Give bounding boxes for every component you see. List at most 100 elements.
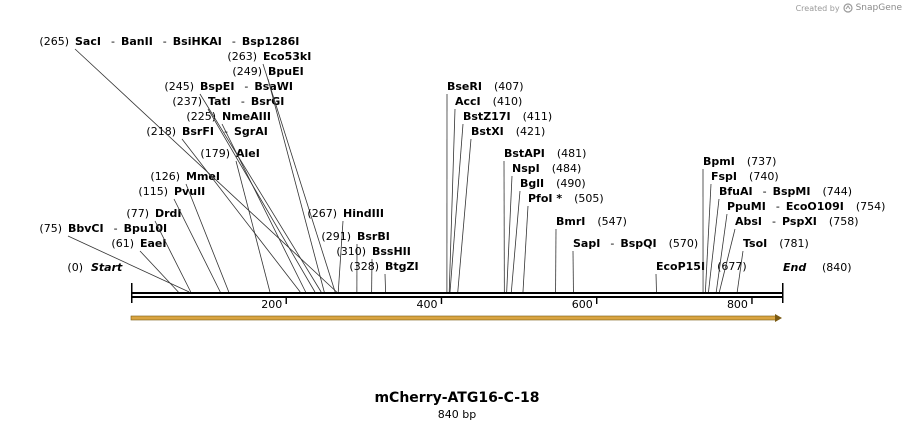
enzyme-name-label: PvuII — [174, 185, 205, 198]
snapgene-logo-icon — [842, 3, 853, 13]
axis-tick-label: 600 — [572, 298, 593, 311]
enzyme-name-label: BmrI — [556, 215, 585, 228]
enzyme-name-label: BspMI — [773, 185, 811, 198]
site-connector-line — [181, 138, 301, 293]
enzyme-name-label: AleI — [236, 147, 260, 160]
start-label: Start — [91, 261, 123, 274]
axis-tick — [285, 298, 287, 304]
site-connector-line — [506, 175, 513, 293]
feature-arrow-body — [130, 315, 778, 321]
enzyme-name-label: DrdI — [155, 207, 182, 220]
site-position-label: (421) — [516, 125, 546, 138]
map-length: 840 bp — [437, 408, 477, 421]
site-position-label: (218) — [146, 125, 176, 138]
enzyme-name-label: BbvCI — [68, 222, 104, 235]
site-position-label: (740) — [749, 170, 779, 183]
enzyme-name-label: NspI — [512, 162, 540, 175]
enzyme-name-label: MmeI — [186, 170, 220, 183]
enzyme-name-label: BseRI — [447, 80, 482, 93]
site-connector-line — [448, 108, 456, 293]
end-position-label: (840) — [822, 261, 852, 274]
map-title: mCherry-ATG16-C-18 — [374, 390, 540, 406]
enzyme-name-label: EcoP15I — [656, 260, 705, 273]
snapgene-credit: Created by SnapGene — [796, 3, 902, 13]
name-separator: - — [111, 35, 115, 48]
name-separator: - — [163, 35, 167, 48]
site-connector-line — [139, 250, 179, 293]
enzyme-name-label: TsoI — [743, 237, 767, 250]
start-end-cap — [131, 283, 133, 303]
site-connector-line — [173, 198, 221, 293]
site-connector-line — [718, 228, 736, 293]
axis-tick-label: 800 — [727, 298, 748, 311]
site-connector-line — [267, 78, 325, 293]
name-separator: - — [763, 185, 767, 198]
enzyme-name-label: AbsI — [735, 215, 762, 228]
site-connector-line — [708, 198, 720, 293]
enzyme-name-label: BssHII — [372, 245, 411, 258]
enzyme-name-label: TatI — [208, 95, 231, 108]
axis-tick-label: 400 — [416, 298, 437, 311]
enzyme-name-label: BpuEI — [268, 65, 304, 78]
site-position-label: (267) — [307, 207, 337, 220]
site-connector-line — [185, 183, 230, 293]
site-position-label: (328) — [349, 260, 379, 273]
site-connector-line — [736, 250, 744, 293]
site-connector-line — [510, 190, 521, 293]
site-position-label: (407) — [494, 80, 524, 93]
end-label: End — [783, 261, 806, 274]
site-position-label: (245) — [164, 80, 194, 93]
name-separator: - — [610, 237, 614, 250]
start-position-label: (0) — [67, 261, 83, 274]
site-position-label: (744) — [822, 185, 852, 198]
site-position-label: (75) — [39, 222, 62, 235]
site-position-label: (781) — [779, 237, 809, 250]
axis-tick — [751, 298, 753, 304]
site-position-label: (737) — [747, 155, 777, 168]
enzyme-name-label: BstXI — [471, 125, 504, 138]
end-cap — [782, 283, 784, 303]
enzyme-name-label: BstAPI — [504, 147, 545, 160]
site-connector-line — [704, 183, 712, 293]
site-position-label: (265) — [39, 35, 69, 48]
name-separator: - — [232, 35, 236, 48]
site-position-label: (410) — [493, 95, 523, 108]
enzyme-name-label: BfuAI — [719, 185, 753, 198]
enzyme-name-label: BanII — [121, 35, 153, 48]
enzyme-name-label: SapI — [573, 237, 600, 250]
site-position-label: (115) — [138, 185, 168, 198]
backbone-line-bottom — [131, 296, 783, 298]
site-position-label: (126) — [150, 170, 180, 183]
enzyme-name-label: SgrAI — [234, 125, 268, 138]
site-connector-line — [154, 220, 192, 293]
site-connector-line — [384, 273, 386, 293]
name-separator: - — [241, 95, 245, 108]
axis-tick-label: 200 — [261, 298, 282, 311]
site-position-label: (225) — [186, 110, 216, 123]
enzyme-name-label: PspXI — [782, 215, 817, 228]
site-position-label: (237) — [172, 95, 202, 108]
name-separator: - — [244, 80, 248, 93]
site-position-label: (249) — [232, 65, 262, 78]
site-connector-line — [199, 93, 322, 293]
site-connector-line — [262, 63, 336, 293]
site-position-label: (490) — [556, 177, 586, 190]
enzyme-name-label: EaeI — [140, 237, 167, 250]
backbone-line-top — [131, 292, 783, 294]
site-position-label: (758) — [829, 215, 859, 228]
enzyme-name-label: BspEI — [200, 80, 234, 93]
site-connector-line — [715, 213, 728, 293]
site-position-label: (77) — [126, 207, 149, 220]
enzyme-name-label: EcoO109I — [786, 200, 844, 213]
enzyme-name-label: PpuMI — [727, 200, 766, 213]
site-position-label: (179) — [200, 147, 230, 160]
site-connector-line — [457, 138, 472, 293]
site-connector-line — [207, 108, 316, 293]
axis-tick — [440, 298, 443, 304]
enzyme-name-label: BsrFI — [182, 125, 214, 138]
credit-brand: SnapGene — [855, 3, 902, 13]
site-position-label: (677) — [717, 260, 747, 273]
name-separator: - — [114, 222, 118, 235]
site-position-label: (570) — [669, 237, 699, 250]
enzyme-name-label: Bpu10I — [124, 222, 168, 235]
